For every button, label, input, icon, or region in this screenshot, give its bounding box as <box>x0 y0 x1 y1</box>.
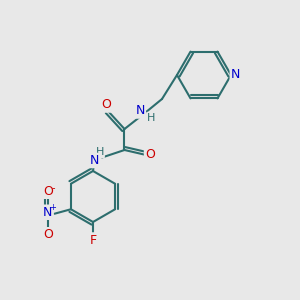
Text: O: O <box>145 148 155 161</box>
Text: +: + <box>50 202 56 211</box>
Text: O: O <box>102 98 111 112</box>
Text: H: H <box>95 147 104 157</box>
Text: N: N <box>231 68 240 82</box>
Text: N: N <box>90 154 99 167</box>
Text: N: N <box>43 206 52 219</box>
Text: O: O <box>43 228 53 241</box>
Text: -: - <box>52 183 55 193</box>
Text: F: F <box>89 233 97 247</box>
Text: H: H <box>147 113 156 123</box>
Text: O: O <box>43 185 53 198</box>
Text: N: N <box>135 104 145 118</box>
